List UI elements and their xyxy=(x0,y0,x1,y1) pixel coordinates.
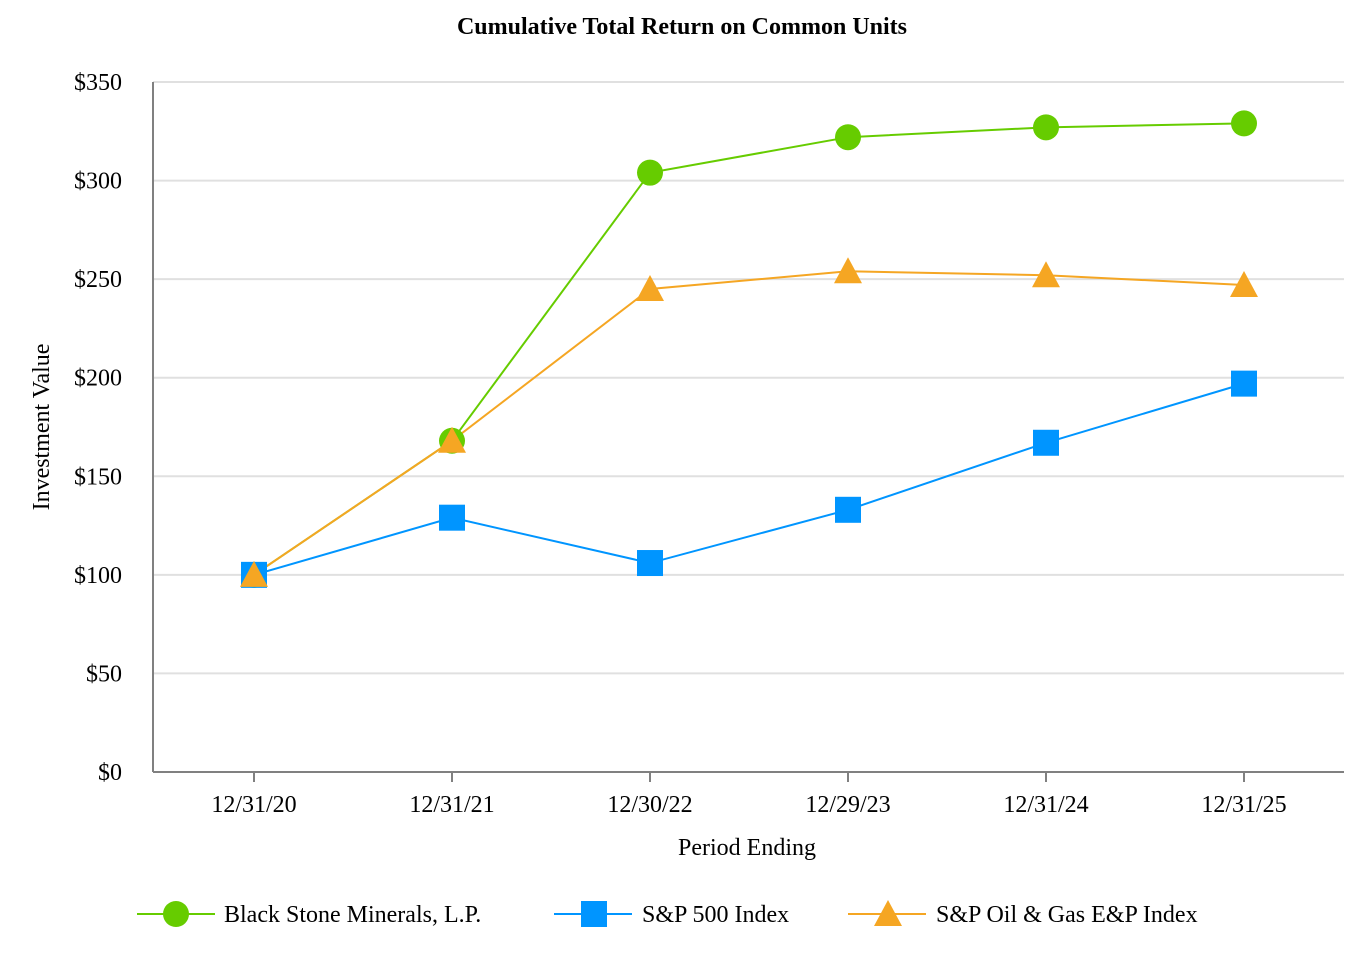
data-point-1-2 xyxy=(637,550,663,577)
y-tick-label: $350 xyxy=(74,70,122,96)
legend-marker-0 xyxy=(163,901,189,927)
data-point-0-5 xyxy=(1231,110,1257,137)
data-point-2-4 xyxy=(1032,261,1060,288)
legend-marker-2 xyxy=(874,900,902,926)
data-point-2-0 xyxy=(240,560,268,587)
chart-title: Cumulative Total Return on Common Units xyxy=(456,14,908,40)
series-line-0 xyxy=(253,122,1245,576)
x-tick-label: 12/30/22 xyxy=(607,792,692,818)
y-axis-title: Investment Value xyxy=(29,344,55,511)
legend-label-2: S&P Oil & Gas E&P Index xyxy=(936,902,1198,928)
x-axis-title: Period Ending xyxy=(678,835,816,861)
data-point-1-1 xyxy=(439,504,465,531)
y-tick-label: $100 xyxy=(74,563,122,589)
x-tick-label: 12/31/21 xyxy=(409,792,494,818)
y-tick-label: $300 xyxy=(74,169,122,195)
data-point-0-2 xyxy=(637,159,663,186)
series-layer xyxy=(240,110,1258,588)
data-point-2-5 xyxy=(1230,271,1258,298)
data-point-1-4 xyxy=(1033,429,1059,456)
data-point-2-3 xyxy=(834,257,862,284)
x-tick-label: 12/31/25 xyxy=(1201,792,1286,818)
axis-layer: $0 $50 $100 $150 $200 $250 $300 $350 12/31/20 12/… xyxy=(74,70,1344,818)
data-point-1-3 xyxy=(835,496,861,523)
legend-label-0: Black Stone Minerals, L.P. xyxy=(224,902,481,928)
x-tick-label: 12/29/23 xyxy=(805,792,890,818)
x-tick-label: 12/31/20 xyxy=(211,792,296,818)
y-tick-label: $200 xyxy=(74,366,122,392)
y-tick-label: $0 xyxy=(98,760,122,786)
y-tick-label: $250 xyxy=(74,267,122,293)
series-line-2 xyxy=(253,270,1245,576)
legend: Black Stone Minerals, L.P. S&P 500 Index S… xyxy=(137,900,1198,928)
data-point-0-4 xyxy=(1033,114,1059,141)
y-tick-label: $150 xyxy=(74,464,122,490)
grid-layer xyxy=(153,81,1344,675)
series-line-1 xyxy=(253,382,1245,576)
y-tick-label: $50 xyxy=(86,661,122,687)
data-point-0-3 xyxy=(835,124,861,151)
legend-label-1: S&P 500 Index xyxy=(642,902,789,928)
legend-marker-1 xyxy=(581,901,607,927)
data-point-1-5 xyxy=(1231,370,1257,397)
data-point-2-1 xyxy=(438,426,466,453)
data-point-2-2 xyxy=(636,275,664,301)
x-tick-label: 12/31/24 xyxy=(1003,792,1088,818)
